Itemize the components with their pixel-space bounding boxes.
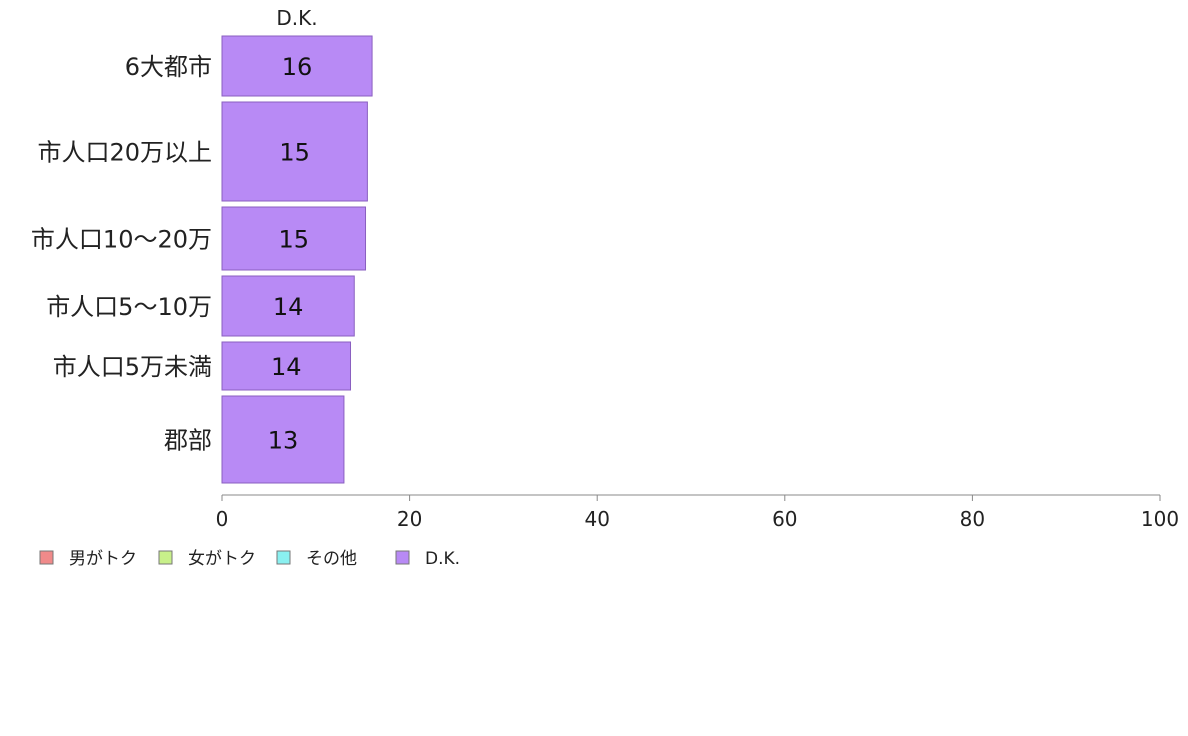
category-label: 市人口10〜20万 bbox=[31, 226, 212, 254]
legend-label: 女がトク bbox=[188, 549, 256, 569]
category-label: 市人口20万以上 bbox=[37, 139, 212, 167]
x-tick-label: 80 bbox=[960, 507, 985, 531]
legend-swatch bbox=[158, 550, 173, 565]
x-tick-label: 60 bbox=[772, 507, 797, 531]
data-label: 13 bbox=[268, 427, 299, 455]
category-label: 市人口5万未満 bbox=[53, 353, 212, 381]
bar-4-4 bbox=[221, 275, 355, 337]
legend-label: 男がトク bbox=[69, 549, 137, 569]
x-tick-label: 40 bbox=[584, 507, 609, 531]
legend-swatch bbox=[395, 550, 410, 565]
data-label: 15 bbox=[278, 226, 309, 254]
legend-swatch bbox=[276, 550, 291, 565]
series-header-label: D.K. bbox=[276, 6, 317, 30]
bar-4-6 bbox=[221, 395, 345, 484]
x-tick-label: 0 bbox=[216, 507, 229, 531]
bar-4-1 bbox=[221, 35, 373, 97]
data-label: 14 bbox=[273, 293, 304, 321]
data-label: 14 bbox=[271, 353, 302, 381]
x-tick-label: 20 bbox=[397, 507, 422, 531]
bar-4-5 bbox=[221, 341, 352, 391]
legend: 男がトク 女がトク その他 D.K. bbox=[39, 549, 460, 569]
legend-label: D.K. bbox=[425, 549, 460, 569]
legend-swatch bbox=[39, 550, 54, 565]
data-label: 16 bbox=[282, 53, 313, 81]
x-tick-label: 100 bbox=[1141, 507, 1179, 531]
category-label: 6大都市 bbox=[125, 53, 212, 81]
x-axis: 0 20 40 60 80 100 bbox=[216, 494, 1179, 531]
bars-group: 16 15 15 14 14 13 bbox=[221, 35, 373, 484]
data-label: 15 bbox=[279, 139, 310, 167]
legend-label: その他 bbox=[306, 549, 357, 569]
category-label: 郡部 bbox=[164, 427, 212, 455]
bar-4-3 bbox=[221, 206, 367, 271]
bar-4-2 bbox=[221, 101, 368, 202]
category-label: 市人口5〜10万 bbox=[46, 293, 212, 321]
